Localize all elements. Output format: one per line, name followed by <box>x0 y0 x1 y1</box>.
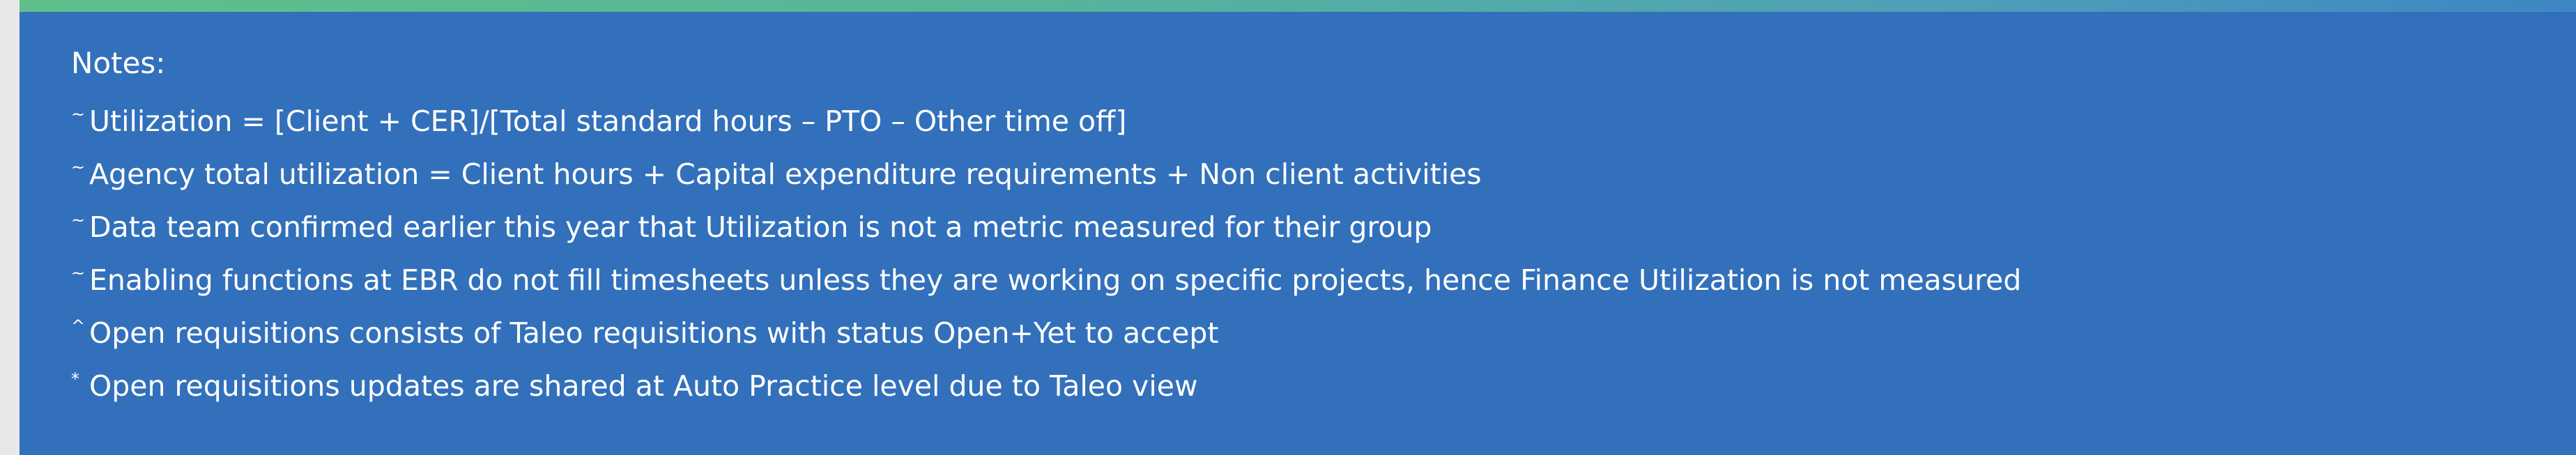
note-marker: ~ <box>71 105 86 124</box>
note-text: Enabling functions at EBR do not fill ti… <box>89 263 2022 297</box>
note-item-requisition-updates: * Open requisitions updates are shared a… <box>71 360 2510 412</box>
note-text: Utilization = [Client + CER]/[Total stan… <box>89 105 1127 138</box>
note-marker: ~ <box>71 210 86 230</box>
note-item-agency-utilization: ~ Agency total utilization = Client hour… <box>71 148 2510 201</box>
notes-panel: Notes: ~ Utilization = [Client + CER]/[T… <box>20 0 2576 455</box>
note-text: Agency total utilization = Client hours … <box>89 157 1482 191</box>
note-item-enabling-functions: ~ Enabling functions at EBR do not fill … <box>71 254 2510 307</box>
note-item-open-requisitions: ^ Open requisitions consists of Taleo re… <box>71 307 2510 360</box>
note-marker: ~ <box>71 157 86 177</box>
notes-title: Notes: <box>71 46 166 80</box>
note-item-utilization: ~ Utilization = [Client + CER]/[Total st… <box>71 95 2510 148</box>
note-text: Data team confirmed earlier this year th… <box>89 210 1432 244</box>
note-item-data-team: ~ Data team confirmed earlier this year … <box>71 201 2510 254</box>
note-marker: * <box>71 369 79 389</box>
notes-section: Notes: ~ Utilization = [Client + CER]/[T… <box>71 42 2510 412</box>
note-text: Open requisitions consists of Taleo requ… <box>89 316 1219 350</box>
note-marker: ~ <box>71 263 86 283</box>
note-text: Open requisitions updates are shared at … <box>89 369 1198 403</box>
note-marker: ^ <box>71 316 86 336</box>
accent-bar <box>20 0 2576 12</box>
